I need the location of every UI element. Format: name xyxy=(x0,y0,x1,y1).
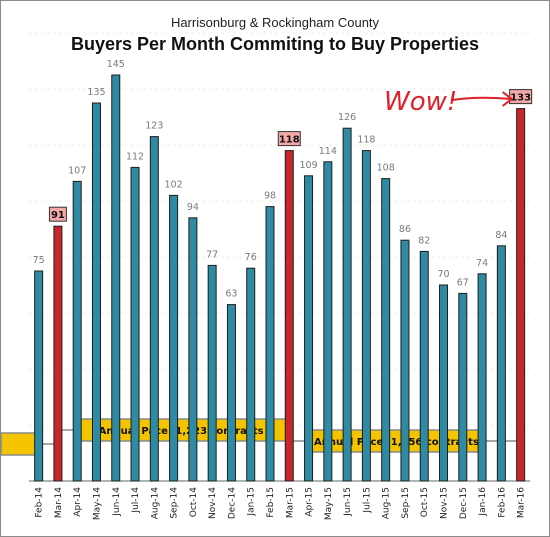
bar xyxy=(439,284,449,482)
bar xyxy=(284,150,294,482)
value-label: 108 xyxy=(377,163,395,174)
tick-label: Feb-14 xyxy=(35,487,45,518)
tick-label: May-15 xyxy=(324,487,334,520)
x-axis-ticks: Feb-14 Mar-14 Apr-14 May-14 Jun-14 Jul-14 Aug-… xyxy=(35,487,527,520)
value-label: 123 xyxy=(145,121,163,132)
value-label: 94 xyxy=(187,202,199,213)
wow-callout: Wow! xyxy=(384,87,514,117)
bar xyxy=(226,304,236,482)
value-label: 63 xyxy=(225,289,237,300)
bar xyxy=(72,180,82,482)
value-label: 145 xyxy=(107,59,125,70)
tick-label: Dec-15 xyxy=(459,487,469,519)
value-label: 67 xyxy=(457,277,469,288)
value-label: 98 xyxy=(264,191,276,202)
tick-label: Oct-14 xyxy=(189,487,199,518)
value-label: 135 xyxy=(87,87,105,98)
value-label: 118 xyxy=(357,135,375,146)
tick-label: Mar-15 xyxy=(285,487,295,518)
bar xyxy=(34,270,44,482)
tick-label: Jul-15 xyxy=(362,487,372,514)
value-labels: 7591107135145112123102947763769811810911… xyxy=(33,59,533,300)
pace-box-prior xyxy=(1,432,38,456)
tick-label: May-14 xyxy=(92,487,102,520)
wow-arrow-line xyxy=(452,96,511,101)
bar xyxy=(419,250,429,482)
tick-label: Sep-15 xyxy=(401,487,411,519)
tick-label: Apr-14 xyxy=(73,487,83,517)
value-label: 114 xyxy=(319,146,337,157)
value-label: 77 xyxy=(206,249,218,260)
bar xyxy=(381,178,391,482)
tick-label: Jan-15 xyxy=(247,487,257,517)
bar xyxy=(169,194,179,482)
bar xyxy=(400,239,410,482)
bars xyxy=(34,74,526,482)
tick-label: Jul-14 xyxy=(131,487,141,514)
chart-title: Buyers Per Month Commiting to Buy Proper… xyxy=(71,34,479,54)
bar xyxy=(91,102,101,482)
tick-label: Feb-16 xyxy=(497,487,507,518)
bar xyxy=(111,74,121,482)
bar xyxy=(304,175,314,482)
wow-arrow-head xyxy=(502,91,514,107)
bar xyxy=(246,267,256,482)
tick-label: Apr-15 xyxy=(305,487,315,517)
value-label: 118 xyxy=(279,135,300,146)
pace-label: Annual Pace: 1,156 contracts xyxy=(314,437,479,448)
bar xyxy=(149,136,159,482)
bar xyxy=(323,161,333,482)
tick-label: Jan-16 xyxy=(478,487,488,517)
tick-label: Jun-14 xyxy=(112,487,122,517)
pace-label: Annual Pace: 1,223 contracts xyxy=(99,426,264,437)
chart-subtitle: Harrisonburg & Rockingham County xyxy=(171,15,380,30)
value-label: 133 xyxy=(510,93,531,104)
bar xyxy=(188,217,198,482)
tick-label: Mar-16 xyxy=(517,487,527,518)
bar xyxy=(516,108,526,482)
value-label-box xyxy=(48,206,67,222)
wow-text: Wow! xyxy=(384,87,457,117)
bar xyxy=(361,150,371,482)
value-label: 74 xyxy=(476,258,488,269)
tick-label: Jun-15 xyxy=(343,487,353,517)
tick-label: Aug-15 xyxy=(382,487,392,519)
tick-label: Oct-15 xyxy=(420,487,430,517)
value-label-box xyxy=(277,131,301,147)
tick-label: Nov-14 xyxy=(208,487,218,519)
bar xyxy=(496,245,506,482)
value-label: 70 xyxy=(437,269,449,280)
bar xyxy=(207,264,217,482)
tick-label: Nov-15 xyxy=(440,487,450,519)
bar xyxy=(53,225,63,482)
value-label: 107 xyxy=(68,165,86,176)
value-label: 75 xyxy=(33,255,45,266)
tick-label: Feb-15 xyxy=(266,487,276,518)
tick-label: Aug-14 xyxy=(150,487,160,520)
value-label: 86 xyxy=(399,224,411,235)
bar xyxy=(265,206,275,482)
value-label: 109 xyxy=(299,160,317,171)
value-label: 126 xyxy=(338,112,356,123)
tick-label: Sep-14 xyxy=(170,487,180,519)
value-label: 102 xyxy=(165,179,183,190)
tick-label: Dec-14 xyxy=(227,487,237,519)
value-label: 82 xyxy=(418,235,430,246)
tick-label: Mar-14 xyxy=(54,487,64,518)
value-label: 76 xyxy=(245,252,257,263)
value-label: 84 xyxy=(495,230,507,241)
value-label: 112 xyxy=(126,151,144,162)
bar xyxy=(477,273,487,482)
value-label: 91 xyxy=(51,210,65,221)
bar xyxy=(342,127,352,482)
bar xyxy=(458,292,468,482)
bar xyxy=(130,166,140,482)
